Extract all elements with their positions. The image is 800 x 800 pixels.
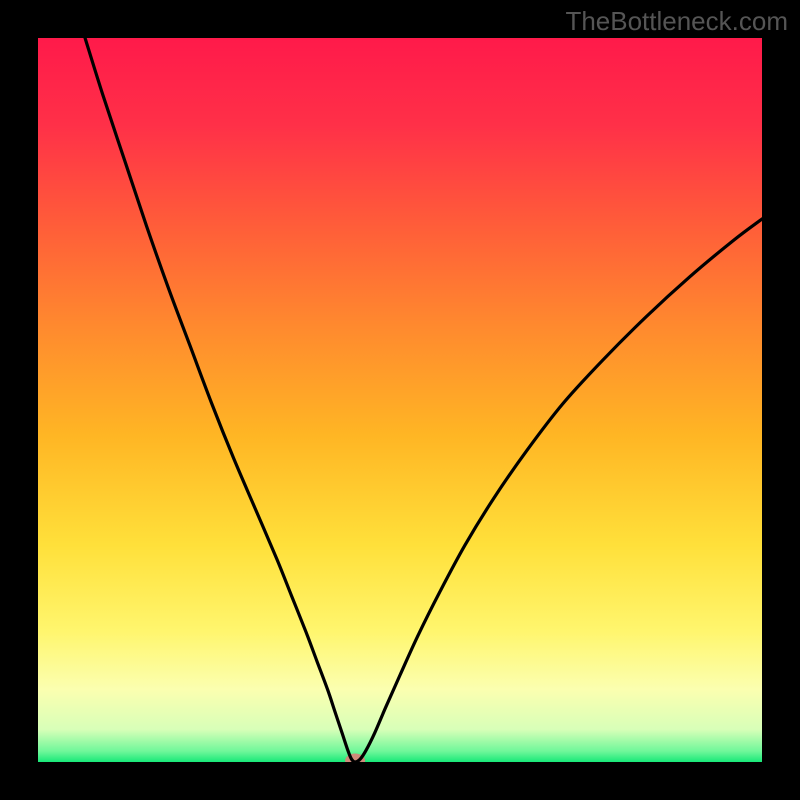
watermark-text: TheBottleneck.com: [565, 6, 788, 37]
chart-svg: [0, 0, 800, 800]
plot-background: [38, 38, 762, 762]
chart-root: TheBottleneck.com: [0, 0, 800, 800]
